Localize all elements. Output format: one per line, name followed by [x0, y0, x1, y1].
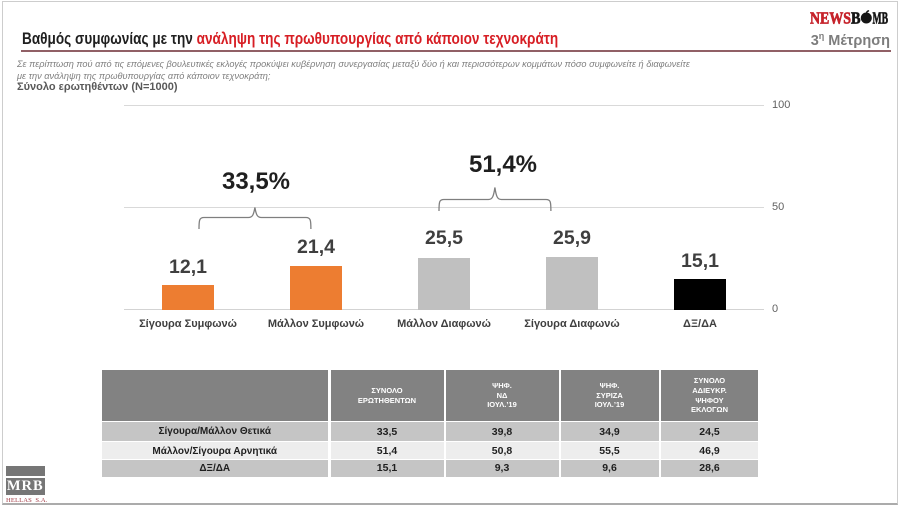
svg-text:NEWS: NEWS: [810, 10, 851, 26]
svg-text:B: B: [851, 10, 861, 26]
svg-text:MB: MB: [873, 10, 889, 26]
